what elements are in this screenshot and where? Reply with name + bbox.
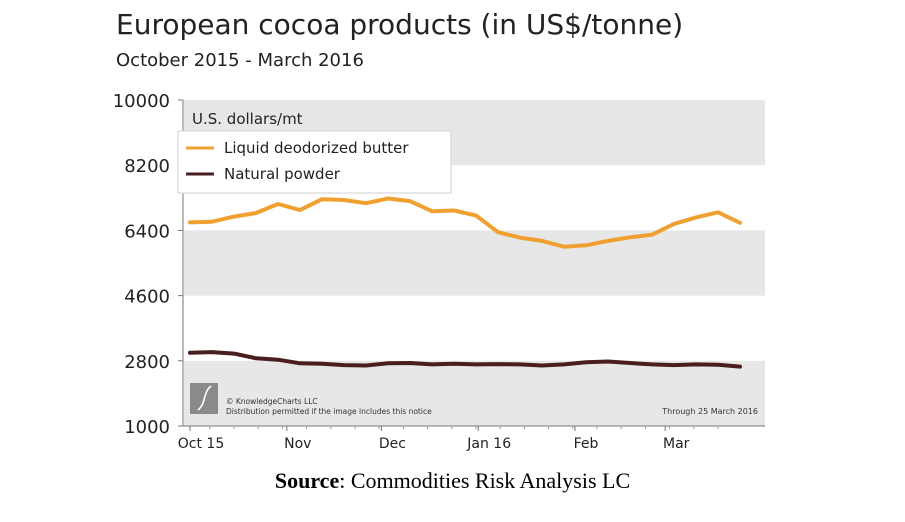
chart-subtitle: October 2015 - March 2016: [116, 50, 364, 71]
y-axis-ticks: 1000 2800 4600 6400 8200 10000: [113, 91, 183, 438]
x-tick-label: Mar: [663, 436, 690, 452]
background-band: [184, 230, 765, 296]
chart: 1000 2800 4600 6400 8200 10000 Oct 15 Nov Dec Ja…: [113, 91, 765, 452]
x-tick-label: Feb: [574, 436, 599, 452]
y-tick-label: 4600: [124, 287, 170, 308]
y-tick-label: 6400: [124, 221, 170, 242]
x-axis-ticks: Oct 15 Nov Dec Jan 16 Feb Mar: [178, 426, 719, 452]
source-label: Source: [274, 468, 340, 493]
x-tick-label: Jan 16: [466, 436, 511, 452]
x-tick-label: Dec: [379, 436, 406, 452]
series-line-liquid-deodorized-butter: [188, 196, 742, 249]
through-date-text: Through 25 March 2016: [661, 407, 758, 416]
series-line-natural-powder: [188, 350, 742, 369]
notice-text: Distribution permitted if the image incl…: [226, 407, 432, 416]
chart-title: European cocoa products (in US$/tonne): [116, 8, 684, 41]
series-lines: [188, 196, 742, 369]
legend-label-powder: Natural powder: [224, 165, 341, 183]
y-axis-label: U.S. dollars/mt: [192, 110, 303, 128]
source-text: : Commodities Risk Analysis LC: [339, 468, 631, 493]
y-tick-label: 1000: [124, 417, 170, 438]
y-tick-label: 8200: [124, 156, 170, 177]
copyright-text: © KnowledgeCharts LLC: [226, 397, 318, 406]
legend-label-butter: Liquid deodorized butter: [224, 139, 409, 157]
legend: Liquid deodorized butter Natural powder: [177, 130, 452, 194]
x-tick-label: Nov: [284, 436, 311, 452]
legend-box: [177, 130, 452, 194]
knowledgecharts-logo: [190, 383, 218, 414]
background-band: [184, 360, 765, 426]
y-tick-label: 2800: [124, 352, 170, 373]
source-caption: Source: Commodities Risk Analysis LC: [0, 468, 905, 494]
y-tick-label: 10000: [113, 91, 170, 112]
x-tick-label: Oct 15: [178, 436, 224, 452]
